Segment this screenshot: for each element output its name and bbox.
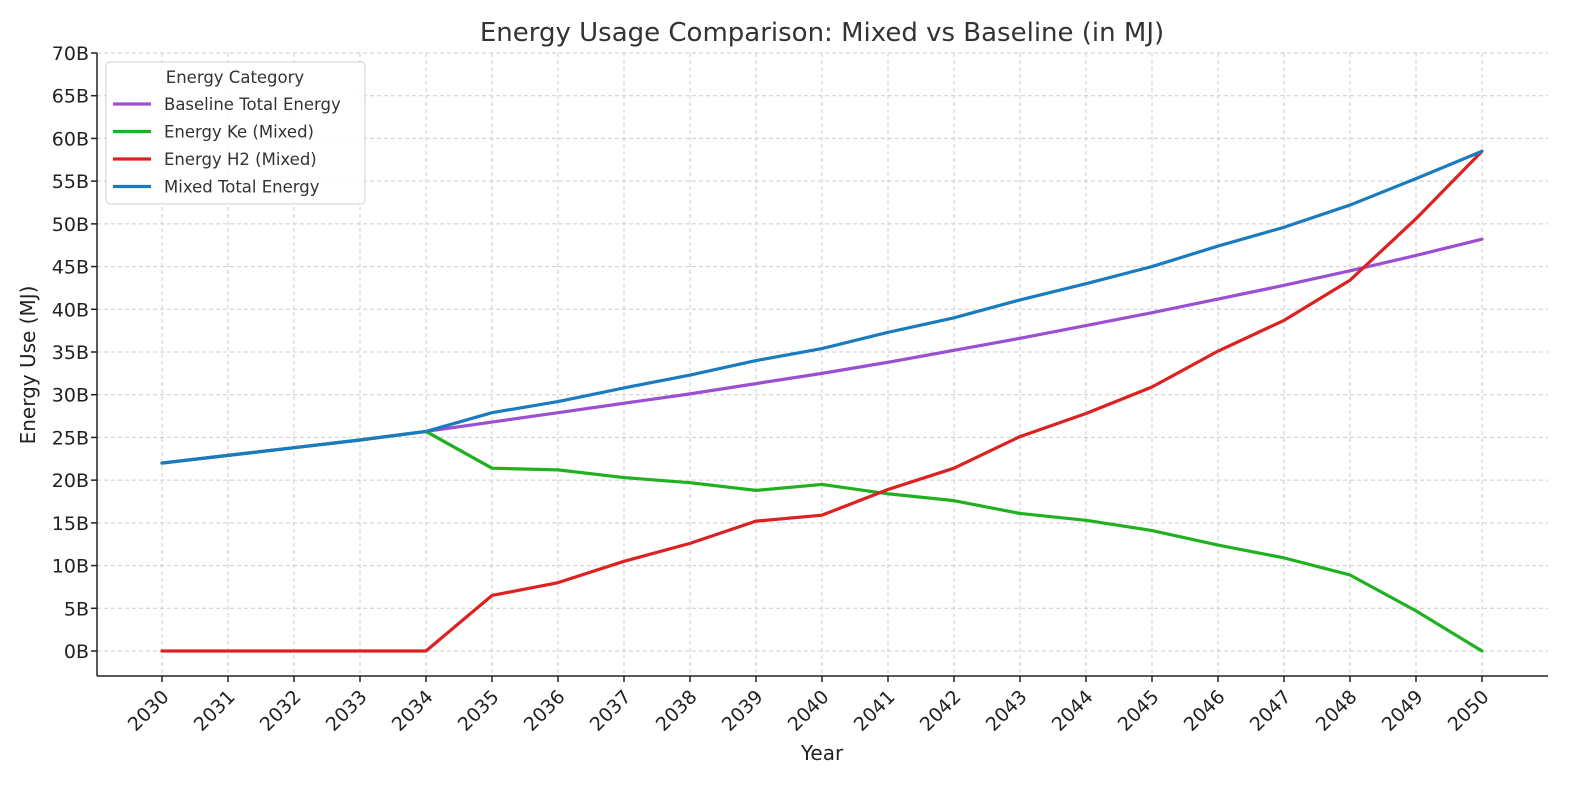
- x-tick-label: 2050: [1444, 686, 1494, 736]
- legend-label-energy-h2-mixed: Energy H2 (Mixed): [164, 150, 317, 169]
- legend-label-mixed-total-energy: Mixed Total Energy: [164, 178, 320, 197]
- x-tick-label: 2037: [586, 686, 636, 736]
- x-tick-label: 2031: [190, 686, 240, 736]
- y-tick-label: 20B: [52, 470, 89, 492]
- x-tick-label: 2035: [454, 686, 504, 736]
- y-axis-ticks: 0B 5B 10B 15B 20B 25B 30B 35B 40B 45B 50B 55B 60B 65B…: [52, 43, 97, 663]
- chart-title: Energy Usage Comparison: Mixed vs Baseli…: [480, 18, 1164, 48]
- x-tick-label: 2043: [982, 686, 1032, 736]
- y-tick-label: 50B: [52, 214, 89, 236]
- legend-label-baseline-total-energy: Baseline Total Energy: [164, 95, 341, 114]
- y-tick-label: 10B: [52, 556, 89, 578]
- x-tick-label: 2033: [322, 686, 372, 736]
- legend-title: Energy Category: [166, 68, 305, 87]
- y-tick-label: 25B: [52, 427, 89, 449]
- y-tick-label: 70B: [52, 43, 89, 65]
- y-tick-label: 30B: [52, 385, 89, 407]
- y-tick-label: 40B: [52, 299, 89, 321]
- y-axis-label: Energy Use (MJ): [16, 286, 40, 445]
- series-lines: [160, 149, 1484, 653]
- x-tick-label: 2045: [1114, 686, 1164, 736]
- y-tick-label: 45B: [52, 257, 89, 279]
- x-tick-label: 2039: [718, 686, 768, 736]
- x-tick-label: 2044: [1048, 686, 1098, 736]
- x-tick-label: 2034: [388, 686, 438, 736]
- x-axis-label: Year: [800, 741, 844, 765]
- y-tick-label: 55B: [52, 171, 89, 193]
- x-tick-label: 2047: [1246, 686, 1296, 736]
- series-line-energy-ke-mixed: [160, 429, 1484, 653]
- x-tick-label: 2041: [850, 686, 900, 736]
- series-line-energy-h2-mixed: [160, 149, 1484, 653]
- x-axis-ticks: 2030 2031 2032 2033 2034 2035 2036 2037 2038 2039…: [124, 676, 1494, 736]
- y-tick-label: 0B: [64, 641, 89, 663]
- x-tick-label: 2038: [652, 686, 702, 736]
- x-tick-label: 2036: [520, 686, 570, 736]
- y-tick-label: 5B: [64, 598, 89, 620]
- x-tick-label: 2040: [784, 686, 834, 736]
- legend-frame: [105, 61, 366, 205]
- x-tick-label: 2042: [916, 686, 966, 736]
- y-tick-label: 15B: [52, 513, 89, 535]
- x-tick-label: 2049: [1378, 686, 1428, 736]
- y-tick-label: 65B: [52, 86, 89, 108]
- x-tick-label: 2046: [1180, 686, 1230, 736]
- legend: Energy Category Baseline Total Energy Ene…: [105, 61, 366, 205]
- y-tick-label: 60B: [52, 128, 89, 150]
- series-line-mixed-total-energy: [160, 149, 1484, 465]
- x-tick-label: 2048: [1312, 686, 1362, 736]
- x-tick-label: 2030: [124, 686, 174, 736]
- x-tick-label: 2032: [256, 686, 306, 736]
- legend-label-energy-ke-mixed: Energy Ke (Mixed): [164, 123, 314, 142]
- y-tick-label: 35B: [52, 342, 89, 364]
